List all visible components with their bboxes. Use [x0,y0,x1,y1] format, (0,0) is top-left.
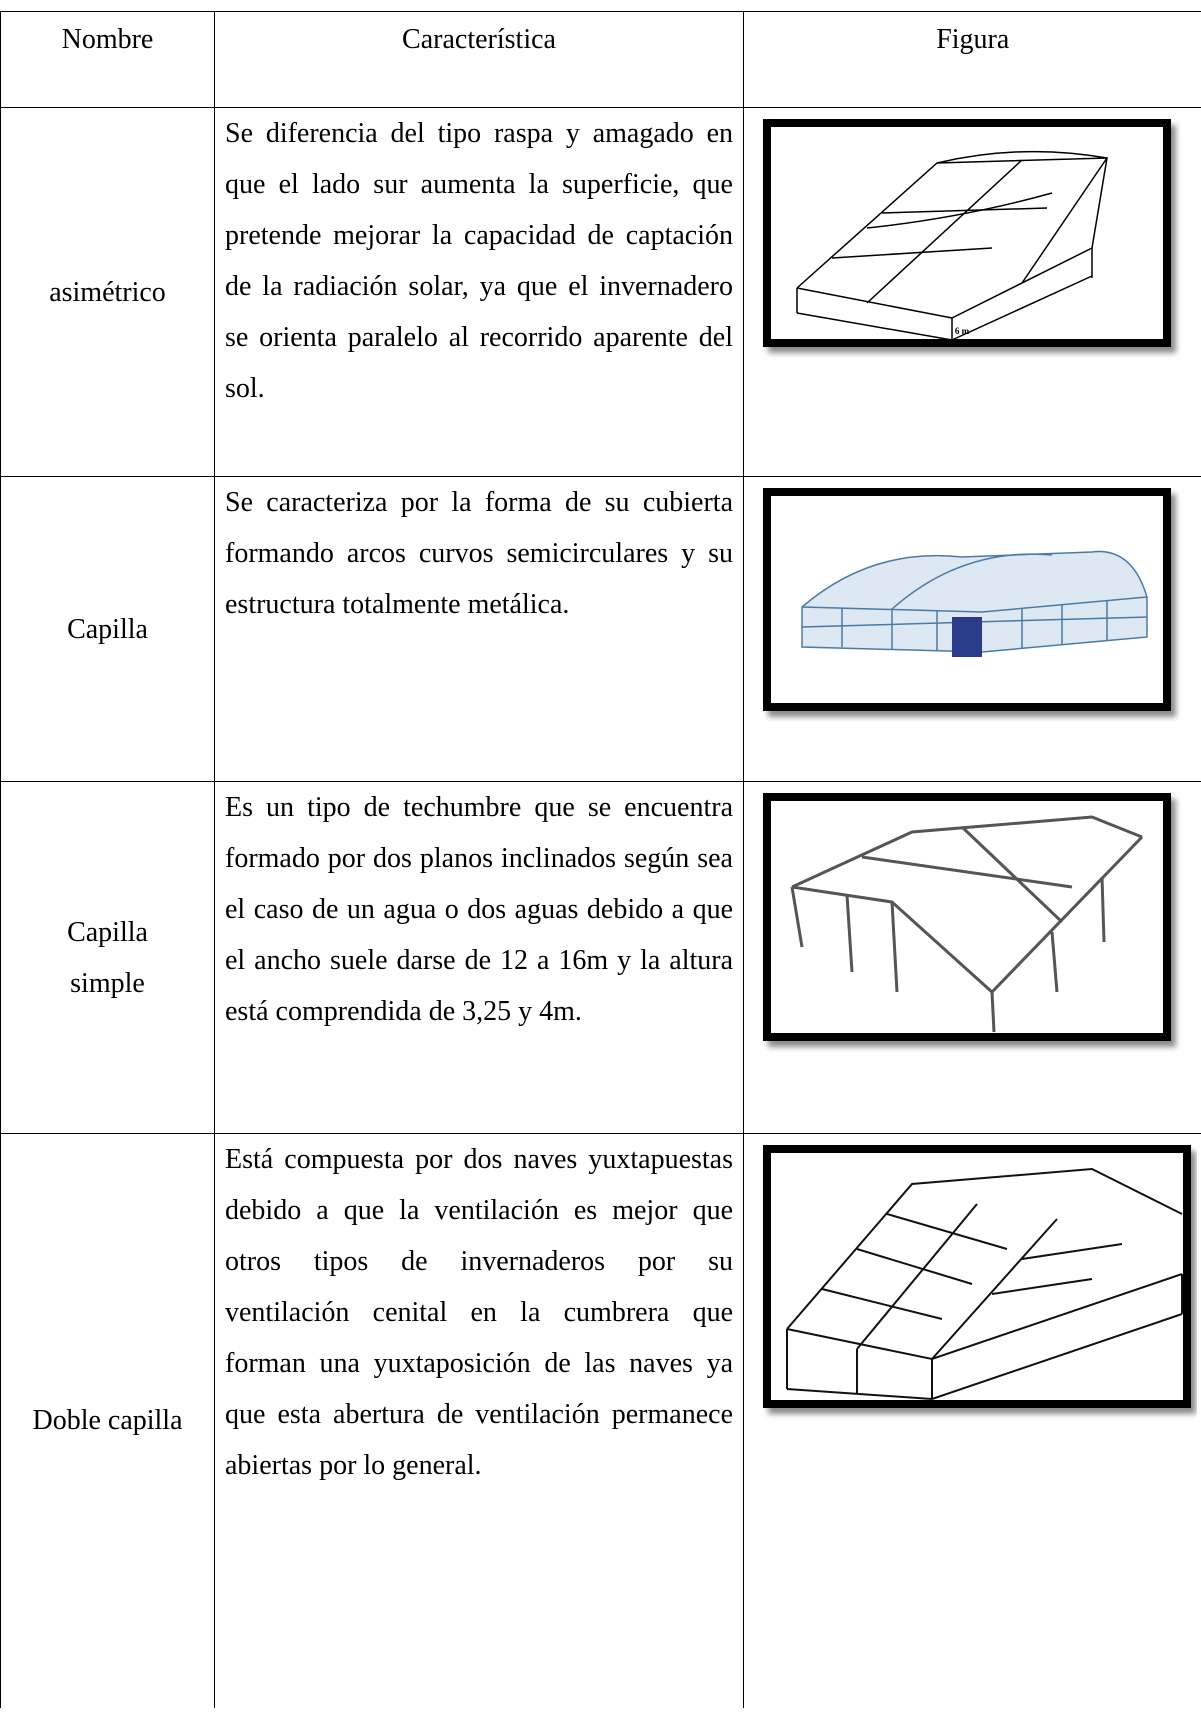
header-cell: Característica [215,12,744,108]
figure-cell [744,782,1201,1134]
header-row: Nombre Característica Figura [1,12,1201,108]
name-cell: Capilla simple [1,782,215,1134]
description: Se caracteriza por la forma de su cubier… [215,477,744,782]
name-cell: asimétrico [1,108,215,477]
header-cell: Figura [744,12,1201,108]
figure-cell [744,1134,1201,1708]
greenhouse-table: Nombre Característica Figura asimétrico … [0,11,1201,1708]
figure [762,487,1182,722]
name-cell: Capilla [1,477,215,782]
name: Doble capilla [11,1395,204,1446]
name: Capilla simple [53,907,163,1009]
row: Doble capilla Está compuesta por dos nav… [1,1134,1201,1708]
name-cell: Doble capilla [1,1134,215,1708]
row: asimétrico Se diferencia del tipo raspa … [1,108,1201,477]
row: Capilla Se caracteriza por la forma de s… [1,477,1201,782]
figure-label: 6 m [955,326,970,336]
name: asimétrico [11,267,204,318]
figure [762,1144,1197,1424]
name: Capilla [11,604,204,655]
description: Es un tipo de techumbre que se encuentra… [215,782,744,1134]
header-cell: Nombre [1,12,215,108]
description: Se diferencia del tipo raspa y amagado e… [215,108,744,477]
row: Capilla simple Es un tipo de techumbre q… [1,782,1201,1134]
figure [762,792,1182,1052]
figure: 6 m [762,118,1182,358]
figure-cell: 6 m [744,108,1201,477]
figure-cell [744,477,1201,782]
description: Está compuesta por dos naves yuxtapuesta… [215,1134,744,1708]
page: Nombre Característica Figura asimétrico … [0,11,1201,1717]
